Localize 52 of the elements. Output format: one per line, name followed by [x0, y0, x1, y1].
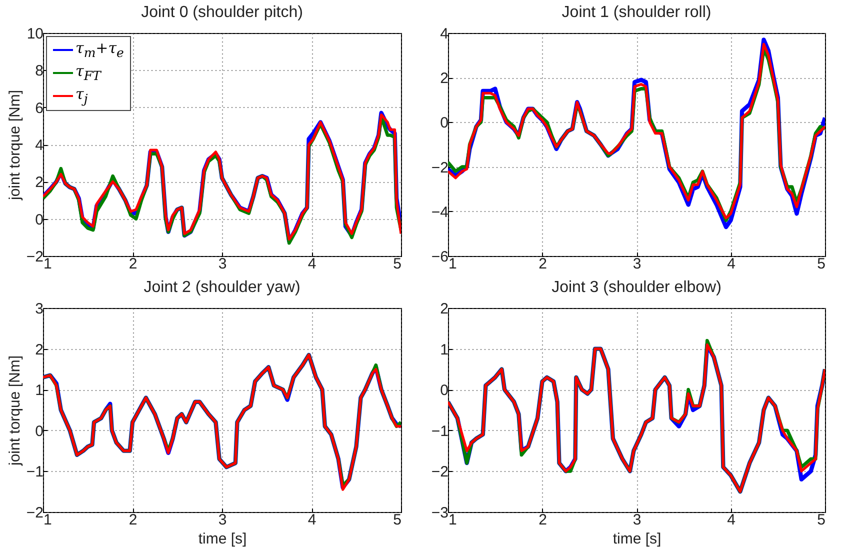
y-tick-label: −4 — [431, 204, 448, 221]
x-tick-label: 2 — [538, 256, 547, 272]
chart-title: Joint 2 (shoulder yaw) — [144, 279, 300, 296]
y-tick-label: 0 — [440, 382, 448, 400]
x-tick-label: 3 — [218, 512, 227, 528]
x-tick-label: 5 — [393, 512, 402, 528]
x-tick-label: 3 — [632, 256, 642, 272]
x-tick-label: 5 — [817, 512, 826, 528]
x-axis-title: time [s] — [612, 530, 662, 548]
x-tick-label: 2 — [538, 512, 547, 528]
chart-title: Joint 0 (shoulder pitch) — [141, 4, 303, 21]
y-tick-label: 6 — [35, 100, 44, 117]
y-tick-label: 10 — [26, 26, 44, 42]
legend-label: τ$_{FT}$ — [76, 62, 101, 84]
x-tick-label: 5 — [817, 256, 826, 272]
x-tick-label: 4 — [727, 256, 736, 272]
y-tick-label: −2 — [431, 159, 448, 176]
chart-title: Joint 3 (shoulder elbow) — [552, 279, 722, 296]
y-tick-label: −2 — [431, 464, 448, 481]
y-tick-label: 2 — [35, 341, 44, 358]
legend-label: τ$_{j}$ — [76, 84, 88, 108]
y-tick-label: −1 — [431, 422, 448, 440]
y-tick-label: 1 — [35, 382, 44, 400]
x-tick-label: 3 — [218, 256, 227, 272]
x-tick-label: 5 — [393, 256, 402, 272]
x-tick-label: 2 — [128, 256, 138, 272]
y-tick-label: 0 — [35, 422, 44, 440]
legend-label: τ$_{m}$+τ$_{e}$ — [76, 38, 124, 62]
y-tick-label: 2 — [440, 70, 448, 88]
y-tick-label: 8 — [35, 62, 44, 80]
y-tick-label: 1 — [440, 341, 448, 358]
y-tick-label: 4 — [35, 137, 44, 154]
x-axis-title: time [s] — [198, 530, 247, 548]
x-tick-label: 3 — [632, 512, 642, 528]
y-tick-label: 2 — [440, 300, 448, 318]
y-tick-label: 4 — [440, 26, 448, 42]
x-tick-label: 4 — [308, 256, 316, 272]
y-axis-title: joint torque [Nm] — [6, 90, 24, 202]
y-tick-label: −2 — [26, 504, 44, 522]
y-axis-title: joint torque [Nm] — [6, 355, 24, 467]
x-tick-label: 2 — [128, 512, 138, 528]
y-tick-label: −6 — [431, 248, 448, 266]
chart-title: Joint 1 (shoulder roll) — [562, 4, 712, 21]
y-tick-label: −3 — [431, 504, 448, 522]
y-tick-label: 0 — [35, 211, 44, 228]
y-tick-label: −1 — [26, 464, 44, 481]
x-tick-label: 4 — [727, 512, 736, 528]
x-tick-label: 4 — [308, 512, 316, 528]
y-tick-label: −2 — [26, 248, 44, 266]
y-tick-label: 0 — [440, 114, 448, 132]
y-tick-label: 3 — [35, 300, 44, 318]
y-tick-label: 2 — [35, 174, 44, 192]
